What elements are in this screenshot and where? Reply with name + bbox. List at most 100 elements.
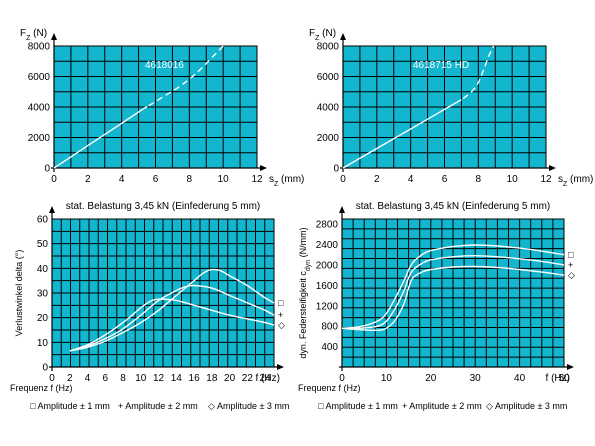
y-axis-arrow (49, 206, 55, 213)
series-line (341, 265, 565, 332)
x-tick-label: 12 (540, 174, 552, 185)
series-line (69, 284, 275, 352)
x-tick-label: 50 (558, 373, 570, 384)
x-axis-arrow (549, 165, 556, 171)
series-marker: + (278, 310, 283, 320)
x-tick-label: 2 (374, 174, 380, 185)
series-line (53, 105, 148, 169)
x-axis-label: sZ (mm) (269, 174, 304, 188)
x-tick-label: 22 (242, 373, 254, 384)
y-tick-label: 50 (37, 239, 49, 250)
legend-entry: ◇ Amplitude ± 3 mm (486, 401, 567, 411)
x-tick-label: 20 (224, 373, 236, 384)
chart-title: stat. Belastung 3,45 kN (Einfederung 5 m… (356, 201, 551, 212)
y-tick-label: 2000 (316, 260, 339, 271)
y-tick-label: 2000 (28, 133, 51, 144)
x-tick-label: 2 (67, 373, 73, 384)
x-axis-label: sZ (mm) (558, 174, 593, 188)
x-tick-label: 0 (340, 174, 346, 185)
series-marker: ◇ (568, 270, 575, 280)
x-tick-label: 18 (206, 373, 218, 384)
y-tick-label: 2800 (316, 220, 339, 231)
series-line (341, 254, 565, 330)
x-tick-label: 10 (218, 174, 230, 185)
x-axis-arrow (567, 364, 574, 370)
y-tick-label: 2000 (317, 133, 340, 144)
chart-dynamic-stiffness: 0 10 20 30 40 50 400 800 1200 1600 2000 2400 2800 sta… (298, 201, 575, 411)
x-tick-label: 10 (135, 373, 147, 384)
x-tick-label: 4 (119, 174, 125, 185)
x-tick-label: 4 (85, 373, 91, 384)
series-marker: ◇ (278, 320, 285, 330)
x-tick-label: 20 (425, 373, 437, 384)
y-tick-label: 10 (37, 338, 49, 349)
x-tick-label: 40 (514, 373, 526, 384)
x-tick-label: 8 (120, 373, 126, 384)
x-axis-arrow (260, 165, 267, 171)
y-tick-label: 30 (37, 289, 49, 300)
x-tick-label: 10 (381, 373, 393, 384)
y-axis-label: FZ (N) (20, 28, 47, 42)
x-tick-label: 8 (187, 174, 193, 185)
x-tick-label: 24 (260, 373, 272, 384)
x-tick-label: 12 (153, 373, 165, 384)
legend-entry: + Amplitude ± 2 mm (118, 401, 198, 411)
y-tick-label: 8000 (317, 42, 340, 53)
y-tick-label: 40 (37, 264, 49, 275)
legend-entry: ◇ Amplitude ± 3 mm (208, 401, 289, 411)
x-tick-label: 30 (470, 373, 482, 384)
series-line (342, 99, 462, 169)
x-tick-label: 4 (408, 174, 414, 185)
curve-annotation: 4618016 (145, 60, 184, 71)
y-tick-label: 1200 (316, 301, 339, 312)
x-axis-arrow (277, 364, 284, 370)
y-tick-label: 8000 (28, 42, 51, 53)
legend-entry: + Amplitude ± 2 mm (402, 401, 482, 411)
y-tick-label: 20 (37, 313, 49, 324)
x-axis-caption: Frequenz f (Hz) (10, 383, 73, 393)
x-tick-label: 0 (339, 373, 345, 384)
x-tick-label: 14 (171, 373, 183, 384)
series-line (462, 45, 495, 100)
x-tick-label: 8 (476, 174, 482, 185)
y-tick-label: 60 (37, 215, 49, 226)
y-tick-label: 6000 (28, 72, 51, 83)
chart-loss-angle: 0 2 4 6 8 10 12 14 16 18 20 22 240102030405060stat. … (10, 201, 289, 411)
y-tick-label: 0 (42, 363, 48, 374)
x-tick-label: 16 (189, 373, 201, 384)
curve-annotation: 4618715 HD (413, 60, 469, 71)
series-line (148, 45, 224, 107)
series-line (69, 268, 275, 352)
x-tick-label: 10 (507, 174, 519, 185)
x-tick-label: 6 (442, 174, 448, 185)
x-tick-label: 6 (102, 373, 108, 384)
y-tick-label: 2400 (316, 240, 339, 251)
x-tick-label: 2 (85, 174, 91, 185)
y-tick-label: 4000 (28, 103, 51, 114)
x-tick-label: 6 (153, 174, 159, 185)
series-line (341, 244, 565, 329)
x-tick-label: 0 (51, 174, 57, 185)
series-line (69, 298, 275, 352)
y-tick-label: 0 (44, 164, 50, 175)
x-tick-label: 12 (251, 174, 263, 185)
x-axis-caption: Frequenz f (Hz) (298, 383, 361, 393)
y-axis-label: FZ (N) (309, 28, 336, 42)
y-axis-label: Verlustwinkel delta (°) (14, 250, 24, 337)
y-axis-arrow (51, 33, 57, 40)
y-tick-label: 4000 (317, 103, 340, 114)
legend-entry: □ Amplitude ± 1 mm (318, 401, 398, 411)
y-tick-label: 400 (321, 342, 338, 353)
series-marker: □ (568, 250, 574, 260)
y-axis-label: dyn. Federsteifigkeit cdyn (N/mm) (298, 227, 312, 358)
y-axis-arrow (340, 33, 346, 40)
y-tick-label: 1600 (316, 281, 339, 292)
y-tick-label: 6000 (317, 72, 340, 83)
x-axis-label: f (Hz) (256, 373, 280, 384)
x-axis-label: f (Hz) (546, 373, 570, 384)
x-tick-label: 0 (49, 373, 55, 384)
y-axis-arrow (339, 206, 345, 213)
